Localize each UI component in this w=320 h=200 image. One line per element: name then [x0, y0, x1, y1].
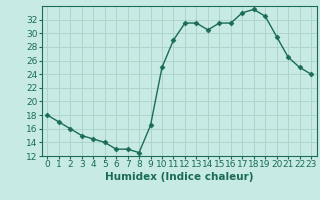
X-axis label: Humidex (Indice chaleur): Humidex (Indice chaleur)	[105, 172, 253, 182]
